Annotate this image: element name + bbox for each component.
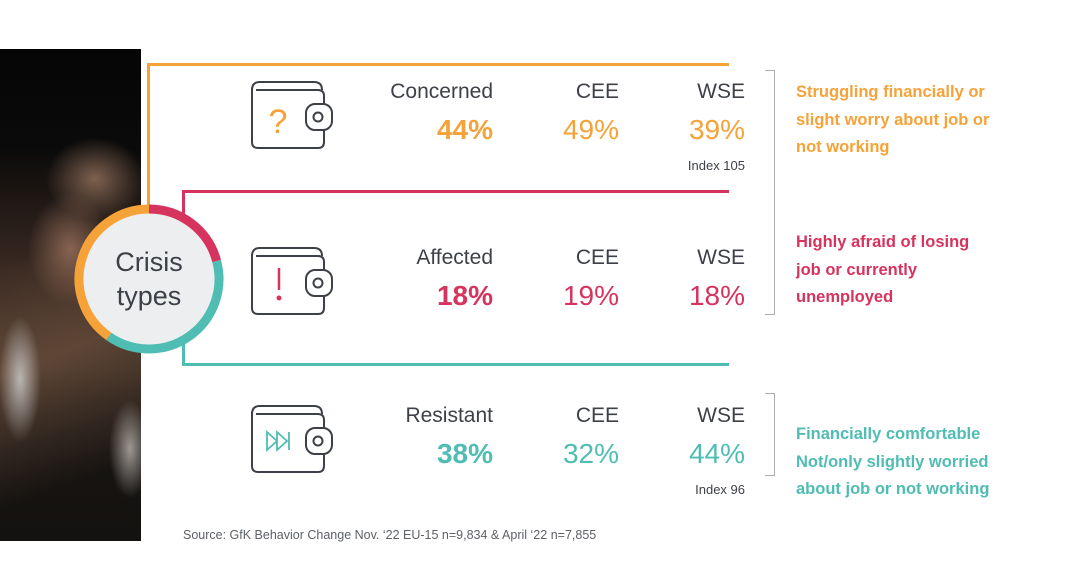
affected-description: Highly afraid of losing job or currently… [796, 229, 969, 312]
ring-segment-resistant [106, 259, 224, 354]
title-line-1: Crisis [115, 247, 183, 277]
concerned-index: Index 105 [687, 158, 745, 173]
description-line: job or currently [796, 260, 918, 279]
description-line: slight worry about job or [796, 110, 990, 129]
description-line: unemployed [796, 288, 894, 306]
svg-text:?: ? [269, 103, 288, 141]
concerned-description: Struggling financially or slight worry a… [796, 79, 989, 162]
concerned-frame [147, 63, 729, 226]
wallet-fast-forward-icon [251, 405, 333, 473]
title-line-2: types [116, 281, 182, 311]
wallet-exclamation-icon [251, 247, 333, 315]
col-header-cee: CEE [575, 80, 619, 103]
crisis-types-ring [74, 204, 224, 354]
affected-total: 18% [436, 280, 493, 311]
concerned-wse: 39% [688, 114, 745, 145]
description-line: Not/only slightly worried [796, 452, 989, 471]
ring-segment-concerned [74, 204, 150, 341]
row-label-resistant: Resistant [405, 404, 493, 427]
affected-wse: 18% [688, 280, 745, 311]
ring-fill [79, 209, 219, 349]
resistant-cee: 32% [562, 438, 619, 469]
row-label-affected: Affected [416, 246, 493, 269]
row-label-concerned: Concerned [390, 80, 493, 103]
resistant-description: Financially comfortable Not/only slightl… [796, 421, 989, 504]
col-header-cee: CEE [575, 404, 619, 427]
description-line: about job or not working [796, 480, 990, 498]
wallet-question-icon: ? [251, 81, 333, 149]
source-note: Source: GfK Behavior Change Nov. ‘22 EU-… [183, 528, 597, 542]
concerned-total: 44% [436, 114, 493, 145]
concerned-cee: 49% [562, 114, 619, 145]
crisis-types-title: Crisis types [73, 203, 225, 355]
description-line: Financially comfortable [796, 425, 981, 443]
description-line: Struggling financially or [796, 83, 985, 101]
bracket-upper [765, 70, 775, 315]
resistant-total: 38% [436, 438, 493, 469]
affected-cee: 19% [562, 280, 619, 311]
col-header-cee: CEE [575, 246, 619, 269]
resistant-wse: 44% [688, 438, 745, 469]
description-line: not working [796, 138, 890, 156]
ring-segment-affected [148, 204, 221, 263]
resistant-index: Index 96 [695, 482, 745, 497]
bracket-lower [765, 393, 775, 476]
col-header-wse: WSE [697, 80, 745, 103]
description-line: Highly afraid of losing [796, 233, 970, 251]
col-header-wse: WSE [697, 404, 745, 427]
col-header-wse: WSE [697, 246, 745, 269]
